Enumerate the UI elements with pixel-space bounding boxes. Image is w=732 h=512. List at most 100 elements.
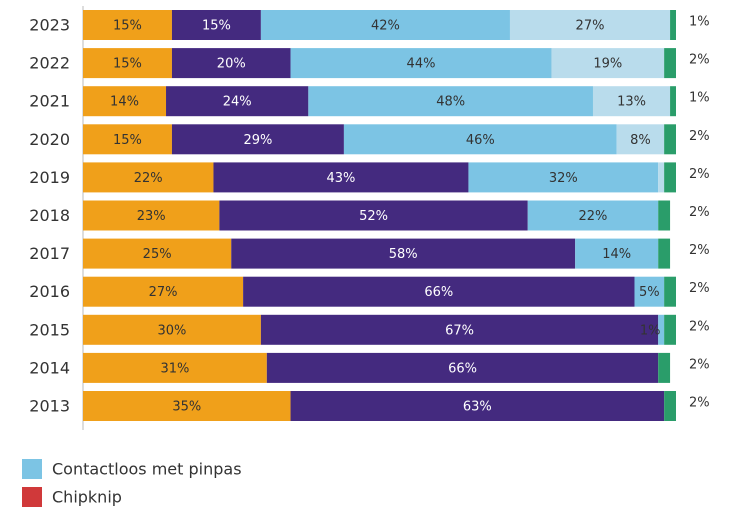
bar-segment xyxy=(527,200,659,231)
value-label: 2% xyxy=(689,53,710,68)
value-label: 13% xyxy=(617,95,646,110)
value-label: 35% xyxy=(172,400,201,415)
bar-segment xyxy=(664,124,676,155)
value-label: 2% xyxy=(689,281,710,296)
bar-segment xyxy=(266,352,659,383)
y-tick-label: 2015 xyxy=(29,320,70,339)
bar-segment xyxy=(83,162,214,193)
y-tick-label: 2019 xyxy=(29,168,70,187)
bar-segment xyxy=(670,86,676,117)
bar-segment xyxy=(468,162,659,193)
bar-segment xyxy=(658,238,671,269)
legend-swatch xyxy=(22,459,42,479)
value-label: 2% xyxy=(689,205,710,220)
value-label: 2% xyxy=(689,396,710,411)
value-label: 1% xyxy=(689,15,710,30)
value-label: 31% xyxy=(160,361,189,376)
value-label: 48% xyxy=(436,95,465,110)
value-label: 52% xyxy=(359,209,388,224)
value-label: 15% xyxy=(113,19,142,34)
value-label: 29% xyxy=(243,133,272,148)
value-label: 46% xyxy=(466,133,495,148)
value-label: 67% xyxy=(445,323,474,338)
value-label: 44% xyxy=(407,57,436,72)
value-label: 2% xyxy=(689,167,710,182)
bar-segment xyxy=(670,10,676,40)
value-label: 63% xyxy=(463,400,492,415)
bar-segment xyxy=(658,162,665,193)
bar-segment xyxy=(575,238,659,269)
bar-segment xyxy=(83,124,172,155)
bar-segment xyxy=(509,10,671,40)
bar-segment xyxy=(260,10,510,40)
value-label: 20% xyxy=(217,57,246,72)
value-label: 8% xyxy=(630,133,651,148)
y-tick-label: 2017 xyxy=(29,244,70,263)
legend-label: Contactloos met pinpas xyxy=(52,460,242,479)
bar-segment xyxy=(658,314,665,345)
value-label: 23% xyxy=(137,209,166,224)
bar-segment xyxy=(83,86,167,117)
bar-segment xyxy=(231,238,576,269)
value-label: 30% xyxy=(157,323,186,338)
value-label: 22% xyxy=(134,171,163,186)
y-tick-label: 2013 xyxy=(29,397,70,416)
bar-segment xyxy=(551,48,665,79)
value-label: 42% xyxy=(371,19,400,34)
bar-segment xyxy=(260,314,659,345)
value-label: 15% xyxy=(202,19,231,34)
value-label: 1% xyxy=(689,91,710,106)
bar-segment xyxy=(664,276,676,307)
value-label: 2% xyxy=(689,357,710,372)
bar-segment xyxy=(213,162,469,193)
bar-segment xyxy=(664,162,676,193)
value-label: 66% xyxy=(424,285,453,300)
bar-segment xyxy=(634,276,665,307)
value-label: 22% xyxy=(579,209,608,224)
bar-segment xyxy=(83,352,267,383)
y-tick-label: 2020 xyxy=(29,130,70,149)
value-label: 15% xyxy=(113,57,142,72)
bar-segment xyxy=(83,10,172,40)
bar-segment xyxy=(616,124,665,155)
bar-segment xyxy=(83,276,244,307)
bar-segment xyxy=(166,86,309,117)
value-label: 27% xyxy=(576,19,605,34)
value-label: 25% xyxy=(143,247,172,262)
bar-segment xyxy=(658,352,671,383)
bar-segment xyxy=(171,48,291,79)
bar-segment xyxy=(592,86,671,117)
y-tick-label: 2023 xyxy=(29,16,70,35)
value-label: 15% xyxy=(113,133,142,148)
legend-label: Chipknip xyxy=(52,488,122,507)
bar-segment xyxy=(243,276,635,307)
bar-segment xyxy=(219,200,528,231)
bar-segment xyxy=(171,124,344,155)
value-label: 27% xyxy=(149,285,178,300)
value-label: 58% xyxy=(389,247,418,262)
bar-segment xyxy=(171,10,261,40)
bar-segment xyxy=(664,48,676,79)
value-label: 66% xyxy=(448,361,477,376)
bar-segment xyxy=(83,391,291,421)
value-label: 1% xyxy=(640,323,661,338)
bar-segment xyxy=(308,86,593,117)
bar-segment xyxy=(83,48,172,79)
y-tick-label: 2014 xyxy=(29,358,70,377)
bar-segment xyxy=(290,48,552,79)
legend-swatch xyxy=(22,487,42,507)
bar-segment xyxy=(664,391,676,421)
value-label: 24% xyxy=(223,95,252,110)
value-label: 2% xyxy=(689,129,710,144)
y-tick-label: 2022 xyxy=(29,54,70,73)
bar-segment xyxy=(658,200,671,231)
bar-segment xyxy=(83,200,220,231)
value-label: 14% xyxy=(602,247,631,262)
value-label: 2% xyxy=(689,243,710,258)
bar-segment xyxy=(83,238,232,269)
value-label: 14% xyxy=(110,95,139,110)
bar-segment xyxy=(290,391,665,421)
bar-segment xyxy=(664,314,676,345)
value-label: 43% xyxy=(327,171,356,186)
